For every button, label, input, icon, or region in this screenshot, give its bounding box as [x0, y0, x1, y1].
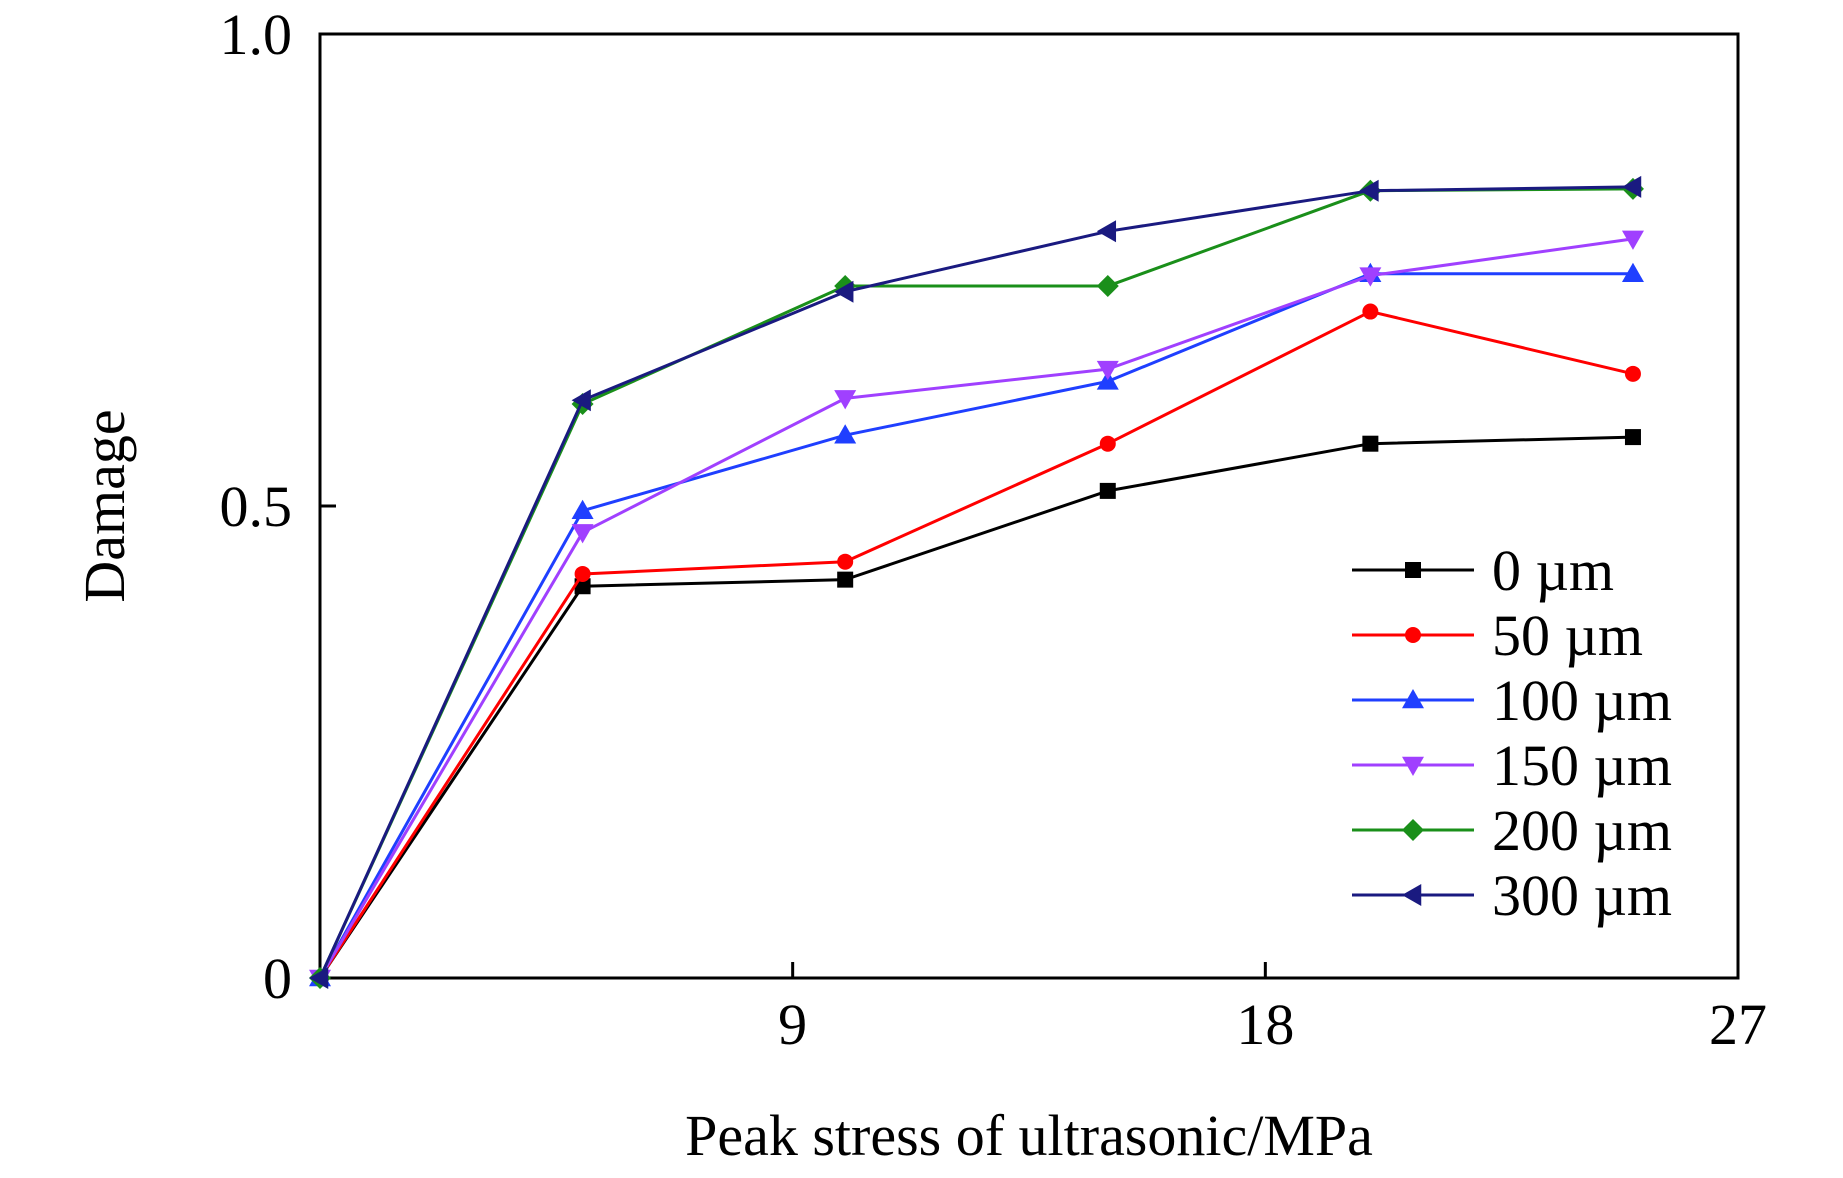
- series-group: [312, 303, 1641, 986]
- legend-label: 150 µm: [1492, 733, 1672, 798]
- data-point: [309, 967, 329, 989]
- series-line: [318, 272, 1633, 979]
- data-point: [1362, 435, 1379, 452]
- legend-entry: 200 µm: [1352, 798, 1672, 863]
- legend-label: 200 µm: [1492, 798, 1672, 863]
- legend-label: 100 µm: [1492, 668, 1672, 733]
- axis-ticks: 9 18 27 0 0.5 1.0: [220, 2, 1768, 1057]
- data-point: [1621, 230, 1644, 250]
- series-line: [318, 185, 1633, 979]
- y-tick-label: 0.5: [220, 474, 293, 539]
- data-point: [1099, 435, 1116, 452]
- series-line: [318, 435, 1634, 979]
- legend-entry: 100 µm: [1352, 668, 1672, 733]
- x-tick-label: 9: [778, 992, 807, 1057]
- data-point: [571, 389, 591, 412]
- data-point: [834, 390, 857, 410]
- legend-marker: [1402, 884, 1422, 906]
- series-layer: [309, 175, 1644, 989]
- legend-label: 0 µm: [1492, 538, 1614, 603]
- legend-entry: 50 µm: [1352, 603, 1643, 668]
- x-tick-label: 18: [1236, 992, 1294, 1057]
- data-point: [837, 553, 854, 570]
- legend-entry: 150 µm: [1352, 733, 1672, 798]
- data-point: [1621, 262, 1644, 283]
- series-group: [309, 177, 1644, 989]
- legend-entry: 0 µm: [1352, 538, 1614, 603]
- legend-marker: [1402, 819, 1424, 841]
- legend-entry: 300 µm: [1352, 863, 1672, 928]
- legend-marker: [1405, 562, 1421, 578]
- data-point: [1624, 365, 1641, 382]
- data-point: [1359, 179, 1379, 202]
- data-point: [1621, 175, 1642, 198]
- data-point: [1099, 482, 1116, 499]
- data-point: [837, 571, 854, 588]
- data-point: [1096, 220, 1117, 243]
- series-line: [318, 310, 1634, 979]
- series-group: [309, 175, 1642, 989]
- legend-marker: [1405, 627, 1421, 643]
- y-tick-label: 0: [263, 946, 292, 1011]
- series-group: [309, 230, 1644, 989]
- data-point: [1096, 275, 1119, 298]
- series-line: [318, 187, 1633, 979]
- legend-marker: [1402, 756, 1424, 776]
- legend-label: 300 µm: [1492, 863, 1672, 928]
- data-point: [834, 280, 854, 303]
- data-point: [834, 424, 857, 444]
- y-tick-label: 1.0: [220, 2, 293, 67]
- data-point: [1624, 429, 1641, 446]
- legend-label: 50 µm: [1492, 603, 1643, 668]
- legend-marker: [1402, 689, 1424, 709]
- data-point: [1096, 360, 1119, 381]
- data-point: [574, 565, 591, 582]
- series-line: [318, 237, 1634, 979]
- data-point: [1362, 303, 1379, 320]
- data-point: [571, 524, 594, 544]
- data-point: [1359, 267, 1382, 287]
- data-point: [571, 499, 594, 519]
- x-axis-label: Peak stress of ultrasonic/MPa: [685, 1103, 1373, 1168]
- x-tick-label: 27: [1709, 992, 1767, 1057]
- series-group: [309, 262, 1644, 987]
- y-axis-label: Damage: [72, 409, 137, 602]
- series-group: [312, 429, 1641, 986]
